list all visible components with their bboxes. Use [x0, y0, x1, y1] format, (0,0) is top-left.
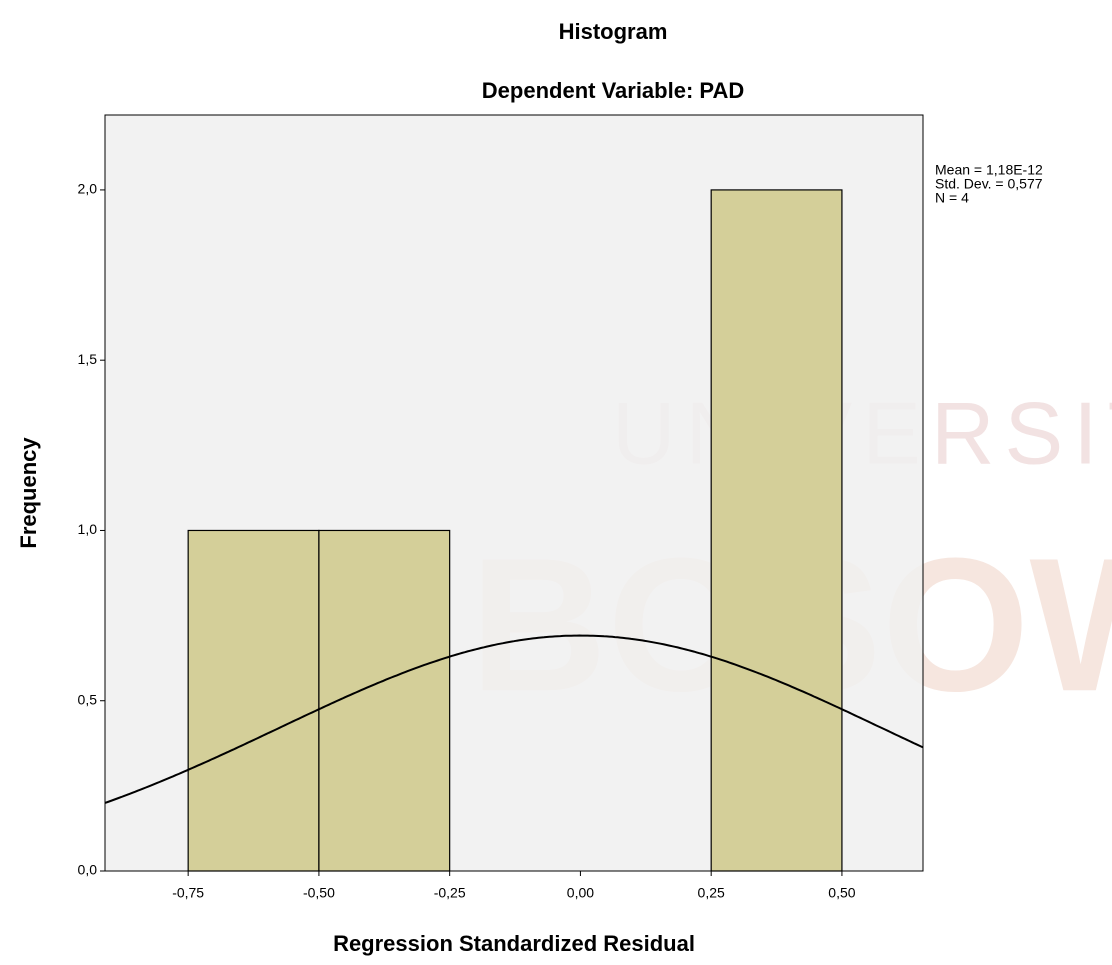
x-tick-label: -0,75: [172, 885, 204, 901]
chart-title: Histogram: [559, 19, 668, 44]
x-tick-label: -0,50: [303, 885, 335, 901]
y-tick-label: 2,0: [78, 181, 98, 197]
bar: [188, 530, 319, 871]
chart-subtitle: Dependent Variable: PAD: [482, 78, 744, 103]
x-tick-label: 0,25: [698, 885, 725, 901]
y-tick-label: 1,0: [78, 521, 98, 537]
x-tick-label: 0,00: [567, 885, 594, 901]
x-tick-label: 0,50: [828, 885, 855, 901]
bar: [711, 190, 842, 871]
y-tick-label: 0,0: [78, 862, 98, 878]
stats-label: N = 4: [935, 190, 969, 206]
y-tick-label: 1,5: [78, 351, 98, 367]
x-axis-label: Regression Standardized Residual: [333, 931, 695, 956]
chart: UNIVERSITAS BOSOWA Histogram Dependent V…: [0, 0, 1112, 965]
y-tick-label: 0,5: [78, 691, 98, 707]
x-tick-label: -0,25: [434, 885, 466, 901]
y-axis-label: Frequency: [16, 437, 41, 549]
